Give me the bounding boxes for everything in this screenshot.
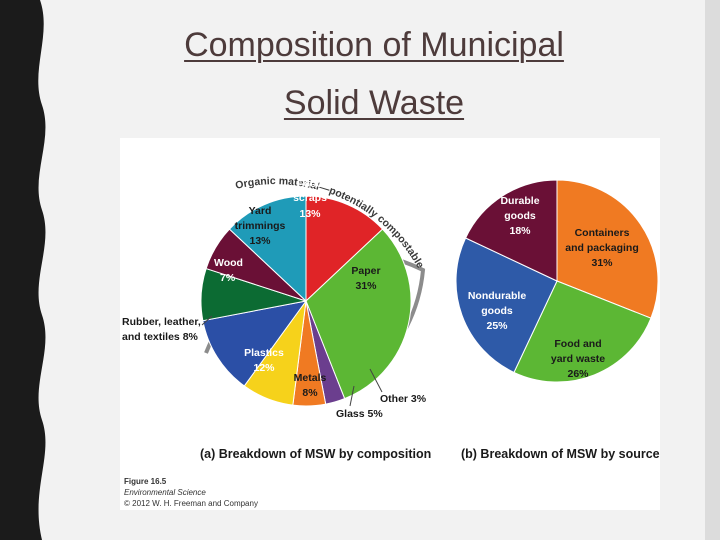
source-slice-durable-goods [464,179,558,282]
caption-composition: (a) Breakdown of MSW by composition [200,447,431,461]
slide-title-line-2: Solid Waste [283,84,465,122]
msw-figure: Organic material—potentially compostable… [120,138,660,510]
credit-book: Environmental Science [124,488,206,497]
source-pie [455,179,659,383]
composition-slice-yard-trimmings [228,195,307,303]
label-yard-1: Yard [249,205,272,217]
label-plastics-1: Plastics [244,347,284,359]
label-rubber-1: Rubber, leather, [122,316,201,328]
credit-copyright: © 2012 W. H. Freeman and Company [124,499,258,508]
composition-pie [200,195,412,407]
label-nondurable-3: 25% [486,320,508,332]
label-food-scraps-3: 13% [299,208,321,220]
label-containers-3: 31% [591,257,613,269]
label-metals-1: Metals [294,372,327,384]
label-nondurable-2: goods [481,305,513,317]
composition-slice-food-scraps [305,195,384,303]
label-paper-1: Paper [351,265,380,277]
label-plastics-2: 12% [253,362,275,374]
composition-slice-paper [305,228,412,400]
source-slice-food-and-yard-waste [513,280,652,383]
label-food-yard-3: 26% [567,368,589,380]
caption-source: (b) Breakdown of MSW by source [461,447,660,461]
label-yard-3: 13% [249,235,271,247]
label-durable-3: 18% [509,225,531,237]
msw-charts-svg: Organic material—potentially compostable… [120,138,660,508]
label-containers-2: and packaging [565,242,639,254]
label-paper-2: 31% [355,280,377,292]
label-durable-2: goods [504,210,536,222]
slide-title-line-1: Composition of Municipal [184,26,564,64]
leader-glass [349,385,355,407]
leader-other [369,368,383,393]
label-food-scraps-1: Food [297,178,323,190]
credit-figure: Figure 16.5 [124,477,167,486]
label-other: Other 3% [380,393,427,405]
label-rubber-2: and textiles 8% [122,331,199,343]
label-metals-2: 8% [302,387,318,399]
leader-rubber [201,315,213,326]
label-durable-1: Durable [500,195,539,207]
label-food-yard-2: yard waste [551,353,605,365]
label-food-scraps-2: scraps [293,192,327,204]
source-slice-containers-and-packaging [556,179,659,319]
label-yard-2: trimmings [235,220,286,232]
decorative-right-strip [705,0,720,540]
source-slice-nondurable-goods [455,237,558,374]
label-containers-1: Containers [575,227,630,239]
label-glass: Glass 5% [336,408,383,420]
label-food-yard-1: Food and [554,338,601,350]
label-wood-2: 7% [220,272,236,284]
label-nondurable-1: Nondurable [468,290,526,302]
label-wood-1: Wood [214,257,243,269]
decorative-left-border [0,0,46,540]
